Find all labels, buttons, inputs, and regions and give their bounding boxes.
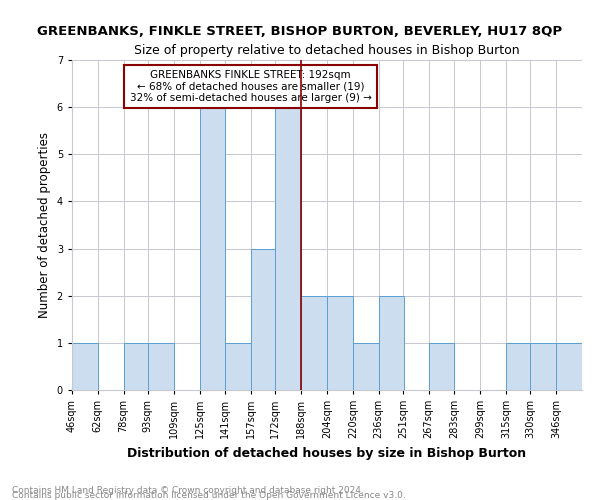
Bar [556,343,582,390]
Title: Size of property relative to detached houses in Bishop Burton: Size of property relative to detached ho… [134,44,520,58]
Text: Contains HM Land Registry data © Crown copyright and database right 2024.: Contains HM Land Registry data © Crown c… [12,486,364,495]
Bar [72,343,98,390]
Bar [226,343,251,390]
Bar [251,248,277,390]
X-axis label: Distribution of detached houses by size in Bishop Burton: Distribution of detached houses by size … [127,446,527,460]
Bar [301,296,327,390]
Bar [124,343,149,390]
Bar [199,107,226,390]
Bar [327,296,353,390]
Text: GREENBANKS FINKLE STREET: 192sqm
← 68% of detached houses are smaller (19)
32% o: GREENBANKS FINKLE STREET: 192sqm ← 68% o… [130,70,371,103]
Text: GREENBANKS, FINKLE STREET, BISHOP BURTON, BEVERLEY, HU17 8QP: GREENBANKS, FINKLE STREET, BISHOP BURTON… [37,25,563,38]
Y-axis label: Number of detached properties: Number of detached properties [38,132,51,318]
Bar [353,343,379,390]
Text: Contains public sector information licensed under the Open Government Licence v3: Contains public sector information licen… [12,491,406,500]
Bar [148,343,173,390]
Bar [379,296,404,390]
Bar [275,107,301,390]
Bar [530,343,556,390]
Bar [428,343,455,390]
Bar [506,343,532,390]
